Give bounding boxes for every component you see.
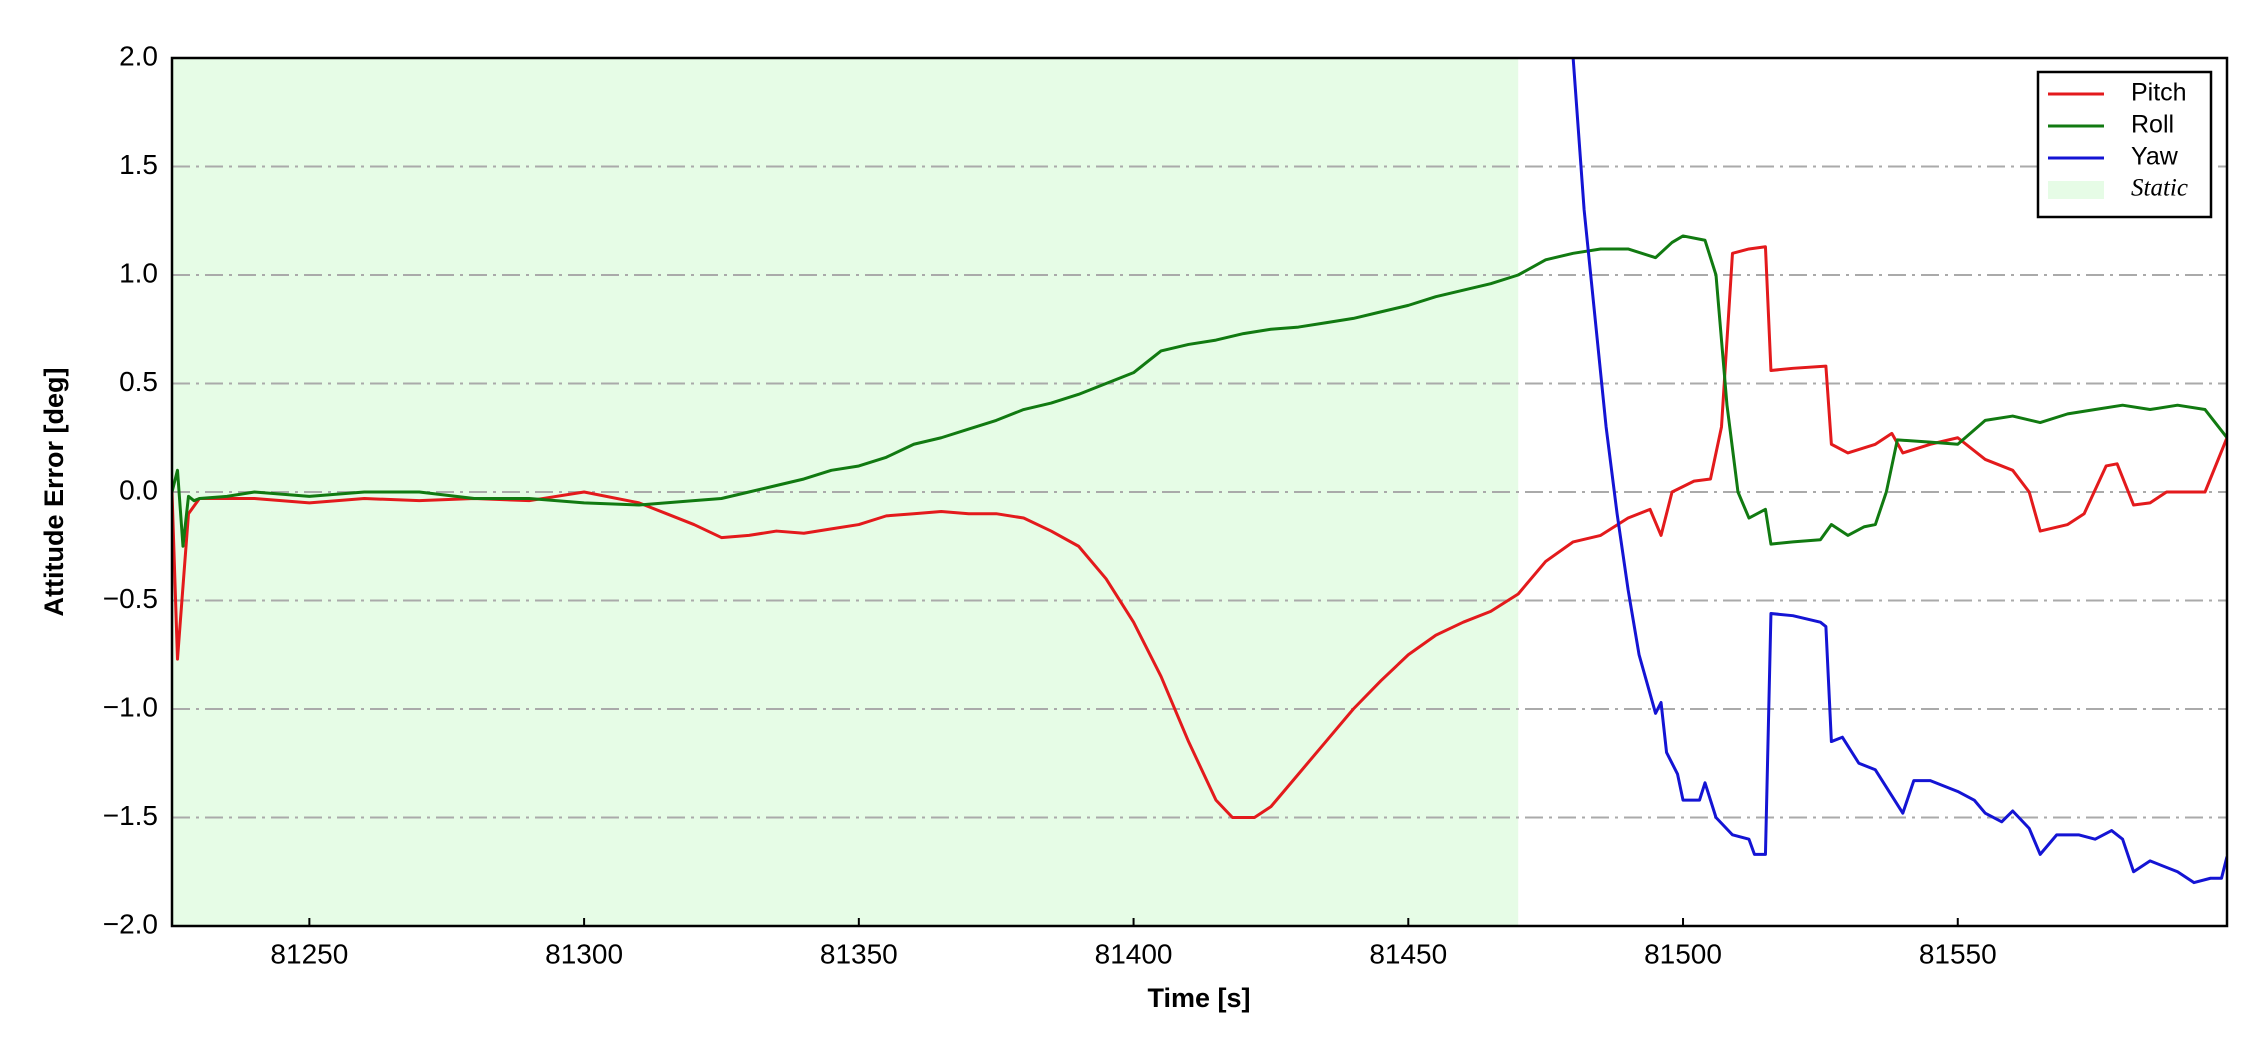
x-tick-label: 81450 [1369,938,1447,969]
y-tick-label: −0.5 [103,583,158,614]
x-tick-label: 81500 [1644,938,1722,969]
legend-label: Static [2131,175,2188,202]
y-tick-label: −2.0 [103,908,158,939]
x-tick-label: 81250 [270,938,348,969]
x-tick-label: 81300 [545,938,623,969]
y-tick-label: 2.0 [119,40,158,71]
x-tick-label: 81350 [820,938,898,969]
y-tick-label: 0.0 [119,474,158,505]
plot-lines [172,58,2227,885]
series-line [172,234,2227,548]
legend-swatch [2048,181,2104,199]
x-tick-label: 81400 [1095,938,1173,969]
legend-label: Yaw [2131,143,2179,171]
plot-frame [170,56,2229,928]
x-tick-label: 81550 [1919,938,1997,969]
series-line [172,245,2227,819]
legend-label: Pitch [2131,79,2187,107]
y-tick-label: 1.5 [119,149,158,180]
y-tick-label: −1.0 [103,691,158,722]
x-axis-label: Time [s] [1147,983,1250,1013]
y-axis-label: Attitude Error [deg] [39,368,69,617]
y-tick-label: 1.0 [119,257,158,288]
legend-label: Roll [2131,111,2174,139]
series-line [1571,58,2227,885]
y-tick-label: 0.5 [119,366,158,397]
y-tick-label: −1.5 [103,800,158,831]
